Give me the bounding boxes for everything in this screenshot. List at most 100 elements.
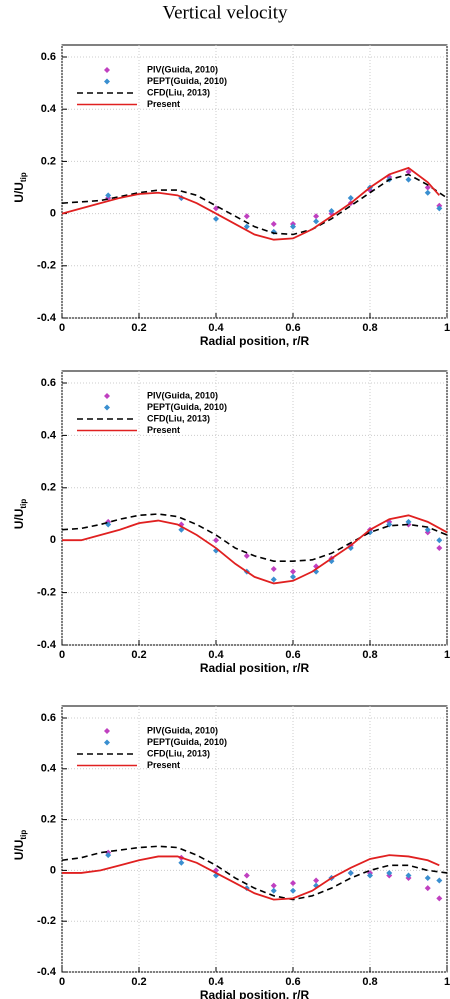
x-tick-label: 0.4	[208, 976, 224, 988]
legend-marker	[104, 67, 110, 73]
legend-marker	[104, 728, 110, 734]
y-tick-label: 0.6	[41, 712, 56, 724]
y-tick-label: 0	[50, 864, 56, 876]
marker	[213, 537, 219, 544]
marker	[424, 526, 431, 533]
x-axis-label: Radial position, r/R	[200, 988, 310, 999]
x-tick-label: 0	[59, 976, 65, 988]
marker	[105, 192, 112, 199]
x-axis-label: Radial position, r/R	[200, 661, 310, 675]
x-tick-label: 0	[59, 649, 65, 661]
x-tick-label: 0.6	[285, 322, 300, 334]
x-tick-label: 0.2	[131, 976, 146, 988]
marker	[436, 895, 443, 902]
marker	[405, 518, 412, 525]
marker	[270, 887, 277, 894]
x-tick-label: 0.8	[362, 322, 377, 334]
y-tick-label: -0.4	[37, 966, 57, 978]
y-axis-label-sub: tip	[19, 830, 28, 840]
marker	[405, 872, 412, 879]
y-axis-label-main: U/U	[12, 840, 26, 861]
marker	[347, 869, 354, 876]
y-axis-label-sub: tip	[19, 499, 28, 509]
marker	[213, 215, 219, 222]
x-tick-label: 0.8	[362, 976, 377, 988]
y-tick-label: 0	[50, 208, 56, 220]
y-axis-label: U/Utip	[12, 499, 28, 530]
legend-label: PEPT(Guida, 2010)	[147, 402, 227, 412]
marker	[105, 852, 112, 859]
legend-label: CFD(Liu, 2013)	[147, 413, 210, 423]
marker	[328, 207, 335, 214]
marker	[436, 877, 443, 884]
y-tick-label: -0.2	[37, 587, 56, 599]
x-tick-label: 0.2	[131, 322, 146, 334]
plot-frame	[61, 705, 448, 973]
y-tick-label: 0.2	[41, 155, 56, 167]
legend-label: PEPT(Guida, 2010)	[147, 737, 227, 747]
legend-label: CFD(Liu, 2013)	[147, 87, 210, 97]
x-axis-label: Radial position, r/R	[200, 334, 310, 348]
line	[62, 854, 440, 901]
legend-label: Present	[147, 425, 180, 435]
line	[61, 845, 448, 901]
marker	[436, 545, 443, 552]
legend-marker	[104, 404, 110, 411]
legend-label: PIV(Guida, 2010)	[147, 725, 218, 735]
line	[61, 166, 440, 241]
marker	[243, 552, 250, 559]
x-tick-label: 0.6	[285, 976, 300, 988]
y-tick-label: -0.2	[37, 260, 56, 272]
x-tick-label: 0.4	[208, 649, 224, 661]
y-tick-label: -0.4	[37, 639, 57, 651]
marker	[367, 872, 373, 879]
y-axis-label: U/Utip	[12, 830, 28, 861]
marker	[436, 537, 443, 544]
y-tick-label: 0.4	[41, 103, 57, 115]
y-axis-label-main: U/U	[12, 182, 26, 203]
marker	[424, 184, 431, 191]
y-tick-label: 0.2	[41, 482, 56, 494]
y-tick-label: 0.2	[41, 814, 56, 826]
marker	[243, 213, 250, 220]
marker	[313, 218, 320, 225]
marker	[436, 205, 443, 212]
marker	[270, 221, 277, 228]
line	[62, 514, 448, 585]
marker	[270, 566, 277, 573]
legend-label: CFD(Liu, 2013)	[147, 748, 210, 758]
y-tick-label: 0.6	[41, 377, 56, 389]
marker	[290, 223, 296, 230]
marker	[405, 176, 412, 183]
y-axis-label: U/Utip	[12, 172, 28, 203]
legend-label: Present	[147, 99, 180, 109]
marker	[424, 189, 431, 196]
marker	[290, 573, 296, 580]
marker	[290, 568, 296, 575]
marker	[290, 880, 296, 887]
marker	[178, 859, 185, 866]
plot-frame	[61, 370, 448, 646]
marker	[386, 869, 393, 876]
legend-label: PEPT(Guida, 2010)	[147, 76, 227, 86]
legend-label: Present	[147, 760, 180, 770]
marker	[424, 875, 431, 882]
y-tick-label: 0.4	[41, 763, 57, 775]
legend-label: PIV(Guida, 2010)	[147, 64, 218, 74]
marker	[405, 168, 412, 175]
x-tick-label: 1	[444, 649, 450, 661]
marker	[290, 887, 296, 894]
marker	[270, 576, 277, 583]
marker	[270, 882, 277, 889]
marker	[313, 877, 320, 884]
y-tick-label: -0.2	[37, 915, 56, 927]
figure-title: Vertical velocity	[162, 2, 288, 23]
y-axis-label-sub: tip	[19, 172, 28, 182]
marker	[243, 223, 250, 230]
marker	[243, 872, 250, 879]
y-tick-label: 0	[50, 534, 56, 546]
x-tick-label: 0	[59, 322, 65, 334]
x-tick-label: 0.8	[362, 649, 377, 661]
marker	[313, 213, 320, 220]
